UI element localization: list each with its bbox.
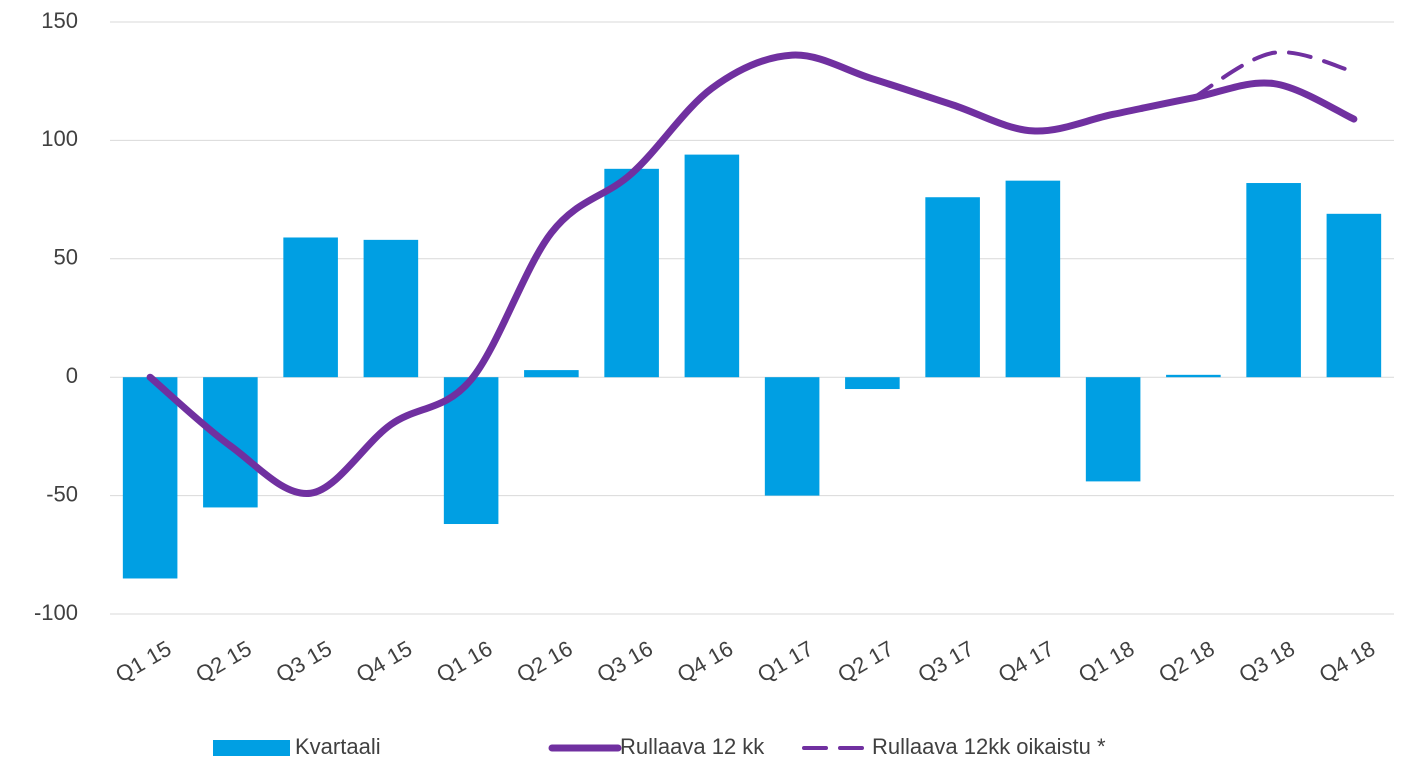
x-tick-label: Q2 17 [833,636,897,688]
bar [925,197,980,378]
bar [764,377,820,496]
bar [363,239,419,378]
y-tick-label: 100 [41,126,78,151]
x-tick-label: Q4 18 [1315,636,1379,688]
bar [524,370,579,378]
line [146,51,1358,497]
x-tick-label: Q1 15 [111,636,175,688]
legend-label: Rullaava 12 kk [620,734,765,759]
x-tick-label: Q2 16 [512,636,576,688]
y-tick-label: 0 [66,363,78,388]
x-tick-label: Q4 16 [673,636,737,688]
x-tick-label: Q1 17 [753,636,817,688]
bar [1085,377,1141,482]
x-tick-label: Q3 15 [272,636,336,688]
y-tick-label: 150 [41,8,78,33]
x-tick-label: Q2 18 [1154,636,1218,688]
y-tick-label: -50 [46,481,78,506]
x-tick-label: Q4 15 [352,636,416,688]
bar [443,377,499,525]
x-tick-label: Q3 16 [593,636,657,688]
bar [604,168,659,378]
legend-label: Kvartaali [295,734,381,759]
line [1191,50,1356,100]
bar [1005,180,1061,378]
x-tick-label: Q4 17 [994,636,1058,688]
bar [1246,183,1301,378]
bar [684,154,740,378]
legend-label: Rullaava 12kk oikaistu * [872,734,1106,759]
legend-swatch [213,740,290,756]
x-tick-label: Q3 18 [1235,636,1299,688]
y-tick-label: 50 [54,245,78,270]
bar [283,237,338,378]
x-tick-label: Q1 16 [432,636,496,688]
bar [1166,374,1221,378]
bar [122,377,178,579]
x-tick-label: Q2 15 [191,636,255,688]
x-tick-label: Q1 18 [1074,636,1138,688]
y-tick-label: -100 [34,600,78,625]
bar [845,377,900,390]
bar [1326,213,1382,378]
x-tick-label: Q3 17 [914,636,978,688]
